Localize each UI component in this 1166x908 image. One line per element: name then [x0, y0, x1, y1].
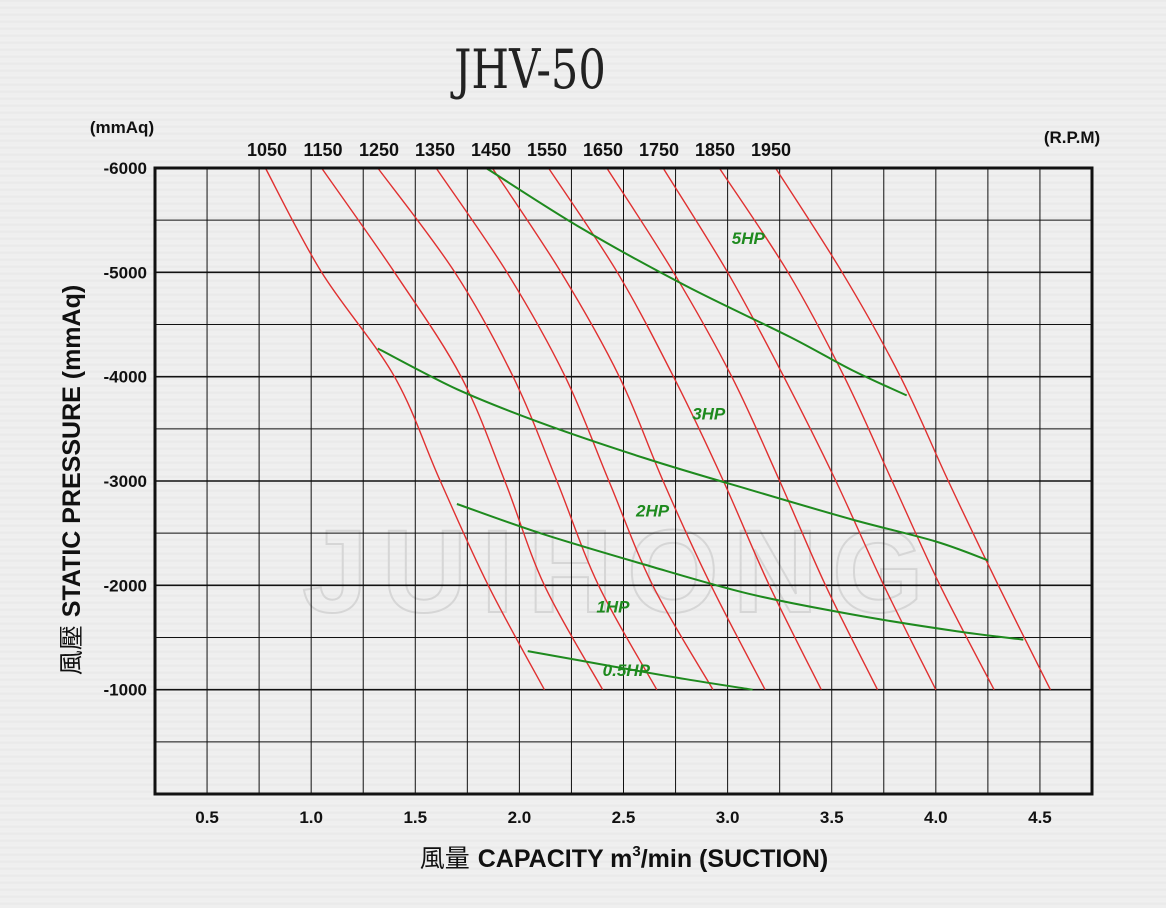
x-tick-label: 2.5 [612, 808, 636, 827]
y-tick-label: -2000 [104, 576, 147, 595]
rpm-curve-1150 [321, 167, 604, 691]
x-tick-label: 1.5 [403, 808, 427, 827]
x-axis-label-cjk: 風量 [420, 844, 478, 873]
rpm-label: 1250 [359, 140, 399, 160]
hp-label: 0.5HP [603, 661, 651, 680]
x-axis-label-tail: /min (SUCTION) [641, 845, 829, 873]
rpm-curve-1650 [606, 167, 879, 691]
rpm-curve-1850 [718, 167, 995, 691]
rpm-curve-1350 [435, 167, 714, 691]
hp-label: 2HP [635, 501, 670, 520]
x-tick-label: 4.5 [1028, 808, 1052, 827]
hp-curves [377, 167, 1024, 691]
plot-border [153, 166, 1094, 796]
y-tick-label: -1000 [104, 681, 147, 700]
watermark: JUIHONG [301, 505, 938, 639]
x-tick-label: 3.0 [716, 808, 740, 827]
rpm-curve-1550 [547, 167, 822, 691]
grid [155, 168, 1092, 794]
x-tick-label: 3.5 [820, 808, 844, 827]
rpm-label: 1150 [303, 140, 342, 160]
hp-curve-0_5HP [527, 650, 753, 691]
rpm-label: 1850 [695, 140, 735, 160]
rpm-label: 1750 [639, 140, 679, 160]
y-axis-label-cjk: 風壓 [57, 617, 86, 675]
x-axis-label-main: CAPACITY m [478, 845, 633, 873]
x-axis-label-sup: 3 [632, 843, 640, 860]
y-axis-label-main: STATIC PRESSURE (mmAq) [58, 285, 86, 617]
rpm-curve-1250 [377, 167, 658, 691]
x-tick-label: 2.0 [508, 808, 532, 827]
rpm-label: 1450 [471, 140, 511, 160]
hp-label: 3HP [692, 404, 726, 423]
y-unit-label: (mmAq) [90, 118, 154, 137]
rpm-curve-1050 [264, 167, 546, 691]
y-tick-label: -6000 [104, 159, 147, 178]
rpm-label: 1350 [415, 140, 455, 160]
y-tick-label: -4000 [104, 368, 147, 387]
hp-curve-2HP [377, 347, 989, 562]
rpm-label: 1050 [247, 140, 287, 160]
labels: 0.5HP 1HP 2HP 3HP 5HP 0.5 1.0 1.5 2.0 2.5 3.0 3.5 4.… [57, 118, 1100, 873]
rpm-curve-1750 [662, 167, 937, 691]
rpm-curve-1950 [774, 167, 1052, 691]
hp-curve-1HP [456, 503, 1024, 641]
x-axis-label: 風量 CAPACITY m3/min (SUCTION) [420, 843, 828, 873]
hp-curve-3HP [485, 167, 908, 397]
hp-label: 1HP [596, 597, 630, 616]
x-tick-label: 0.5 [195, 808, 219, 827]
rpm-curve-1450 [491, 167, 766, 691]
chart-title: JHV-50 [454, 38, 606, 101]
rpm-label: 1650 [583, 140, 623, 160]
watermark-text: JUIHONG [302, 506, 938, 638]
y-tick-label: -3000 [104, 472, 147, 491]
rpm-label: 1550 [527, 140, 567, 160]
rpm-label: 1950 [751, 140, 791, 160]
y-tick-label: -5000 [104, 263, 147, 282]
plot-frame [153, 166, 1094, 796]
x-tick-label: 1.0 [299, 808, 323, 827]
rpm-curves [264, 167, 1052, 691]
rpm-unit-label: (R.P.M) [1044, 128, 1100, 147]
hp-label: 5HP [732, 229, 766, 248]
y-axis-label: 風壓 STATIC PRESSURE (mmAq) [57, 285, 86, 675]
x-tick-label: 4.0 [924, 808, 948, 827]
